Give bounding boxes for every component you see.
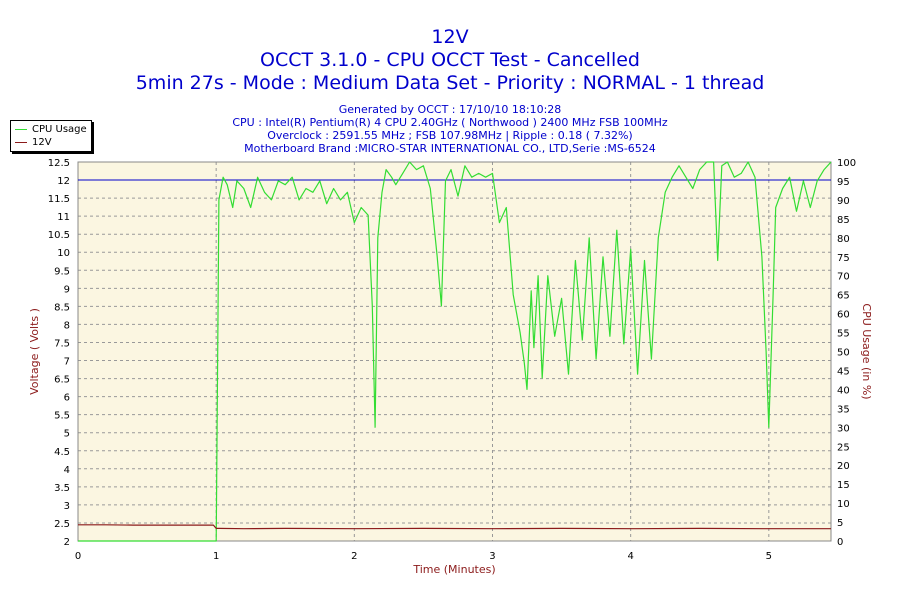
x-tick-label: 3 [489, 551, 495, 562]
y2-tick-label: 20 [837, 461, 850, 472]
y-tick-label: 10 [57, 248, 70, 259]
y-axis-title: Voltage ( Volts ) [28, 308, 41, 395]
chart-mode-line: 5min 27s - Mode : Medium Data Set - Prio… [135, 72, 765, 94]
legend-item-cpu-usage: CPU Usage [15, 123, 87, 135]
y2-tick-label: 90 [837, 196, 850, 207]
y-tick-label: 5.5 [54, 411, 70, 422]
y-tick-label: 6 [64, 393, 70, 404]
x-tick-label: 1 [213, 551, 219, 562]
series-line-cpu-usage [78, 161, 832, 542]
y-tick-label: 11 [57, 212, 70, 223]
x-tick-label: 0 [75, 551, 81, 562]
y2-tick-label: 80 [837, 234, 850, 245]
legend-swatch-cpu-usage [15, 128, 27, 130]
x-axis-title: Time (Minutes) [412, 563, 495, 576]
motherboard-info: Motherboard Brand :MICRO-STAR INTERNATIO… [244, 142, 656, 155]
y2-tick-label: 35 [837, 404, 850, 415]
chart-legend: CPU Usage 12V [10, 120, 92, 152]
legend-label-cpu-usage: CPU Usage [32, 123, 87, 135]
y2-tick-label: 15 [837, 480, 850, 491]
y-tick-label: 4.5 [54, 447, 70, 458]
x-tick-label: 5 [766, 551, 772, 562]
y2-tick-label: 70 [837, 272, 850, 283]
y2-axis-title: CPU Usage (in %) [860, 303, 873, 399]
y-tick-label: 7.5 [54, 338, 70, 349]
y2-tick-label: 75 [837, 253, 850, 264]
y2-tick-label: 65 [837, 291, 850, 302]
plot-area [78, 162, 831, 541]
chart-subtitle: OCCT 3.1.0 - CPU OCCT Test - Cancelled [260, 49, 640, 71]
y-tick-label: 3.5 [54, 483, 70, 494]
y-tick-label: 11.5 [48, 194, 70, 205]
legend-swatch-12v [15, 141, 27, 143]
y-tick-label: 12.5 [48, 158, 70, 169]
cpu-info: CPU : Intel(R) Pentium(R) 4 CPU 2.40GHz … [232, 116, 668, 129]
y2-tick-label: 40 [837, 385, 850, 396]
y-tick-label: 8 [64, 320, 70, 331]
y2-tick-label: 45 [837, 366, 850, 377]
y-tick-label: 4 [64, 465, 70, 476]
y-tick-label: 2.5 [54, 519, 70, 530]
legend-label-12v: 12V [32, 136, 52, 148]
x-tick-label: 4 [627, 551, 633, 562]
y-tick-label: 6.5 [54, 375, 70, 386]
y2-tick-label: 55 [837, 329, 850, 340]
y-tick-label: 2 [64, 537, 70, 548]
y-tick-label: 8.5 [54, 302, 70, 313]
x-tick-label: 2 [351, 551, 357, 562]
y2-tick-label: 10 [837, 499, 850, 510]
legend-item-12v: 12V [15, 136, 52, 148]
overclock-info: Overclock : 2591.55 MHz ; FSB 107.98MHz … [267, 129, 633, 142]
y-tick-label: 7 [64, 357, 70, 368]
y2-tick-label: 30 [837, 423, 850, 434]
y-tick-label: 12 [57, 176, 70, 187]
generated-info: Generated by OCCT : 17/10/10 18:10:28 [338, 103, 562, 116]
y-tick-label: 9.5 [54, 266, 70, 277]
y-tick-label: 3 [64, 501, 70, 512]
y2-tick-label: 100 [837, 158, 856, 169]
series-line-12v [78, 524, 831, 530]
y2-tick-label: 95 [837, 177, 850, 188]
y2-tick-label: 85 [837, 215, 850, 226]
y-tick-label: 9 [64, 284, 70, 295]
y2-tick-label: 5 [837, 518, 843, 529]
y2-tick-label: 25 [837, 442, 850, 453]
y-tick-label: 10.5 [48, 230, 70, 241]
y2-tick-label: 50 [837, 348, 850, 359]
chart-title: 12V [431, 26, 469, 48]
y2-tick-label: 60 [837, 310, 850, 321]
plot-frame [77, 161, 832, 542]
y-tick-label: 5 [64, 429, 70, 440]
y2-tick-label: 0 [837, 537, 843, 548]
